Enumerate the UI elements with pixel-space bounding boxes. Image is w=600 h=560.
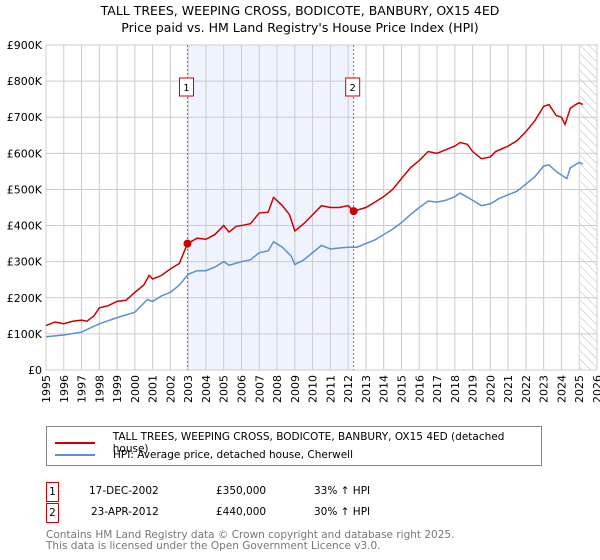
y-tick-label: £400K bbox=[7, 220, 43, 233]
chart-title: TALL TREES, WEEPING CROSS, BODICOTE, BAN… bbox=[100, 3, 500, 18]
x-tick-label: 1997 bbox=[76, 375, 89, 403]
x-tick-label: 2011 bbox=[324, 375, 337, 403]
sale-point bbox=[349, 207, 358, 216]
x-tick-label: 2012 bbox=[342, 375, 355, 403]
x-tick-label: 2007 bbox=[253, 375, 266, 403]
chart-subtitle: Price paid vs. HM Land Registry's House … bbox=[121, 20, 479, 35]
x-tick-label: 2000 bbox=[129, 375, 142, 403]
x-tick-label: 1996 bbox=[58, 375, 71, 403]
x-tick-label: 2021 bbox=[502, 375, 515, 403]
sale-hpi: 30% ↑ HPI bbox=[314, 506, 371, 518]
sale-marker-box bbox=[345, 77, 361, 97]
x-tick-label: 2022 bbox=[520, 375, 533, 403]
x-tick-label: 2010 bbox=[307, 375, 320, 403]
legend-label: HPI: Average price, detached house, Cher… bbox=[113, 449, 354, 461]
y-tick-label: £0 bbox=[28, 364, 42, 377]
y-tick-label: £300K bbox=[7, 256, 43, 269]
sale-point bbox=[183, 239, 192, 248]
y-tick-label: £500K bbox=[7, 183, 43, 196]
x-tick-label: 2025 bbox=[573, 375, 586, 403]
sale-price: £350,000 bbox=[216, 485, 267, 497]
x-tick-label: 2009 bbox=[289, 375, 302, 403]
y-tick-label: £800K bbox=[7, 75, 43, 88]
x-tick-label: 2023 bbox=[538, 375, 551, 403]
plot-area: 1995 1996 1997 1998 1999 2000 2001 2002 2003 2004… bbox=[7, 39, 600, 403]
sale-date: 17-DEC-2002 bbox=[89, 485, 159, 497]
y-tick-label: £100K bbox=[7, 328, 43, 341]
y-tick-label: £900K bbox=[7, 39, 43, 52]
legend-item-property: TALL TREES, WEEPING CROSS, BODICOTE, BAN… bbox=[55, 431, 541, 455]
x-tick-label: 1995 bbox=[40, 375, 53, 403]
forecast-hatch bbox=[580, 45, 597, 370]
sale-date: 23-APR-2012 bbox=[91, 506, 159, 518]
x-tick-label: 2005 bbox=[218, 375, 231, 403]
sale-price: £440,000 bbox=[216, 506, 267, 518]
sale-marker-box bbox=[178, 77, 194, 97]
sale-marker-label: 1 bbox=[183, 83, 189, 94]
legend-label: TALL TREES, WEEPING CROSS, BODICOTE, BAN… bbox=[112, 431, 505, 455]
plot-border bbox=[45, 44, 598, 371]
x-tick-label: 2008 bbox=[271, 375, 284, 403]
series-line-hpi bbox=[45, 161, 584, 338]
x-tick-label: 2014 bbox=[378, 375, 391, 403]
legend-swatch-red bbox=[55, 442, 95, 444]
x-tick-label: 2026 bbox=[591, 375, 600, 403]
x-tick-label: 2001 bbox=[147, 375, 160, 403]
x-tick-label: 2002 bbox=[164, 375, 177, 403]
x-tick-label: 2020 bbox=[484, 375, 497, 403]
legend-swatch-blue bbox=[55, 454, 95, 456]
x-tick-label: 2024 bbox=[555, 375, 568, 403]
sale-hpi: 33% ↑ HPI bbox=[314, 485, 371, 497]
footer-copyright: Contains HM Land Registry data © Crown c… bbox=[46, 529, 455, 541]
legend-item-hpi: HPI: Average price, detached house, Cher… bbox=[55, 449, 353, 461]
x-tick-label: 1999 bbox=[111, 375, 124, 403]
legend: TALL TREES, WEEPING CROSS, BODICOTE, BAN… bbox=[46, 426, 542, 466]
x-tick-label: 1998 bbox=[93, 375, 106, 403]
x-tick-label: 2015 bbox=[395, 375, 408, 403]
sale-badge: 2 bbox=[46, 503, 59, 523]
x-tick-label: 2016 bbox=[413, 375, 426, 403]
footer-licence: This data is licensed under the Open Gov… bbox=[46, 540, 381, 552]
x-tick-label: 2018 bbox=[449, 375, 462, 403]
y-tick-label: £200K bbox=[7, 292, 43, 305]
x-tick-label: 2006 bbox=[236, 375, 249, 403]
x-tick-label: 2017 bbox=[431, 375, 444, 403]
y-tick-label: £600K bbox=[7, 147, 43, 160]
sale-badge: 1 bbox=[46, 482, 59, 502]
x-tick-label: 2004 bbox=[200, 375, 213, 403]
series-line-property bbox=[45, 101, 584, 327]
x-tick-label: 2019 bbox=[467, 375, 480, 403]
sale-marker-label: 2 bbox=[349, 83, 355, 94]
x-tick-label: 2003 bbox=[182, 375, 195, 403]
y-tick-label: £700K bbox=[7, 111, 43, 124]
x-tick-label: 2013 bbox=[360, 375, 373, 403]
